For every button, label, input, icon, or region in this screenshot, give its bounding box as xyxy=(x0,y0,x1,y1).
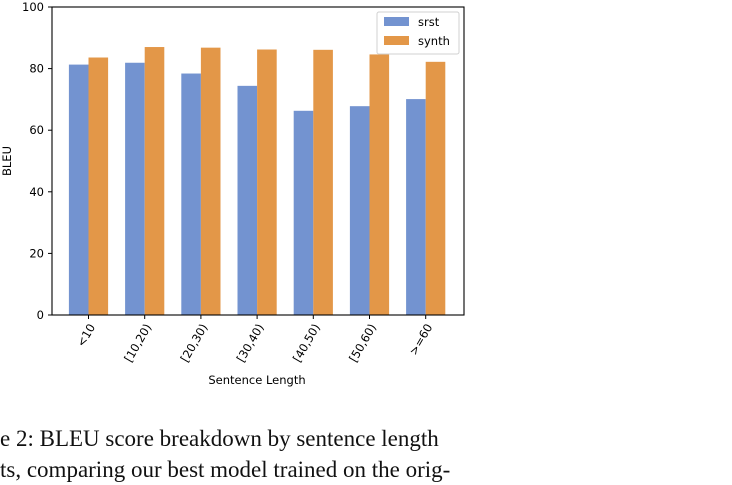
bar-srst-6 xyxy=(406,99,426,315)
bar-srst-5 xyxy=(349,106,370,316)
figure-caption-line-2: ts, comparing our best model trained on … xyxy=(0,457,451,482)
y-tick-label-4: 80 xyxy=(29,62,44,76)
x-tick-label-1: [10,20) xyxy=(121,321,154,364)
y-tick-label-0: 0 xyxy=(37,308,44,322)
bar-srst-3 xyxy=(237,85,258,316)
plot-frame xyxy=(51,6,465,316)
x-tick-label-5: [50,60) xyxy=(346,321,379,364)
legend-label-synth: synth xyxy=(418,34,450,48)
x-axis-ticks: <10 [10,20) [20,30) [30,40) [40,50) [50,60) >=… xyxy=(74,315,435,365)
bar-synth-0 xyxy=(88,57,109,316)
legend: srst synth xyxy=(376,11,460,55)
x-tick-label-3: [30,40) xyxy=(234,321,267,364)
x-tick-label-6: >=60 xyxy=(406,321,435,357)
bar-synth-5 xyxy=(369,54,390,315)
figure-caption-line-1: e 2: BLEU score breakdown by sentence le… xyxy=(0,426,439,451)
y-axis-ticks: 0 20 40 60 80 100 xyxy=(22,0,52,322)
bar-synth-1 xyxy=(144,47,165,315)
bar-synth-4 xyxy=(313,49,333,315)
legend-swatch-synth xyxy=(384,36,409,45)
legend-label-srst: srst xyxy=(418,15,440,29)
bar-srst-2 xyxy=(181,73,201,315)
bar-synth-2 xyxy=(200,47,221,315)
bar-srst-0 xyxy=(68,64,89,315)
bar-srst-1 xyxy=(125,62,145,315)
x-tick-label-4: [40,50) xyxy=(290,321,323,364)
bar-synth-6 xyxy=(425,61,446,315)
bar-srst-4 xyxy=(293,110,314,316)
x-axis-title: Sentence Length xyxy=(208,373,305,387)
y-tick-label-3: 60 xyxy=(29,123,44,137)
x-tick-label-0: <10 xyxy=(74,321,98,349)
y-tick-label-1: 20 xyxy=(29,246,44,260)
y-axis-title: BLEU xyxy=(0,146,14,176)
legend-swatch-srst xyxy=(384,17,409,26)
bars-group xyxy=(68,47,446,316)
y-tick-label-5: 100 xyxy=(22,0,44,14)
bar-synth-3 xyxy=(257,49,277,316)
y-tick-label-2: 40 xyxy=(29,185,44,199)
x-tick-label-2: [20,30) xyxy=(177,321,210,364)
